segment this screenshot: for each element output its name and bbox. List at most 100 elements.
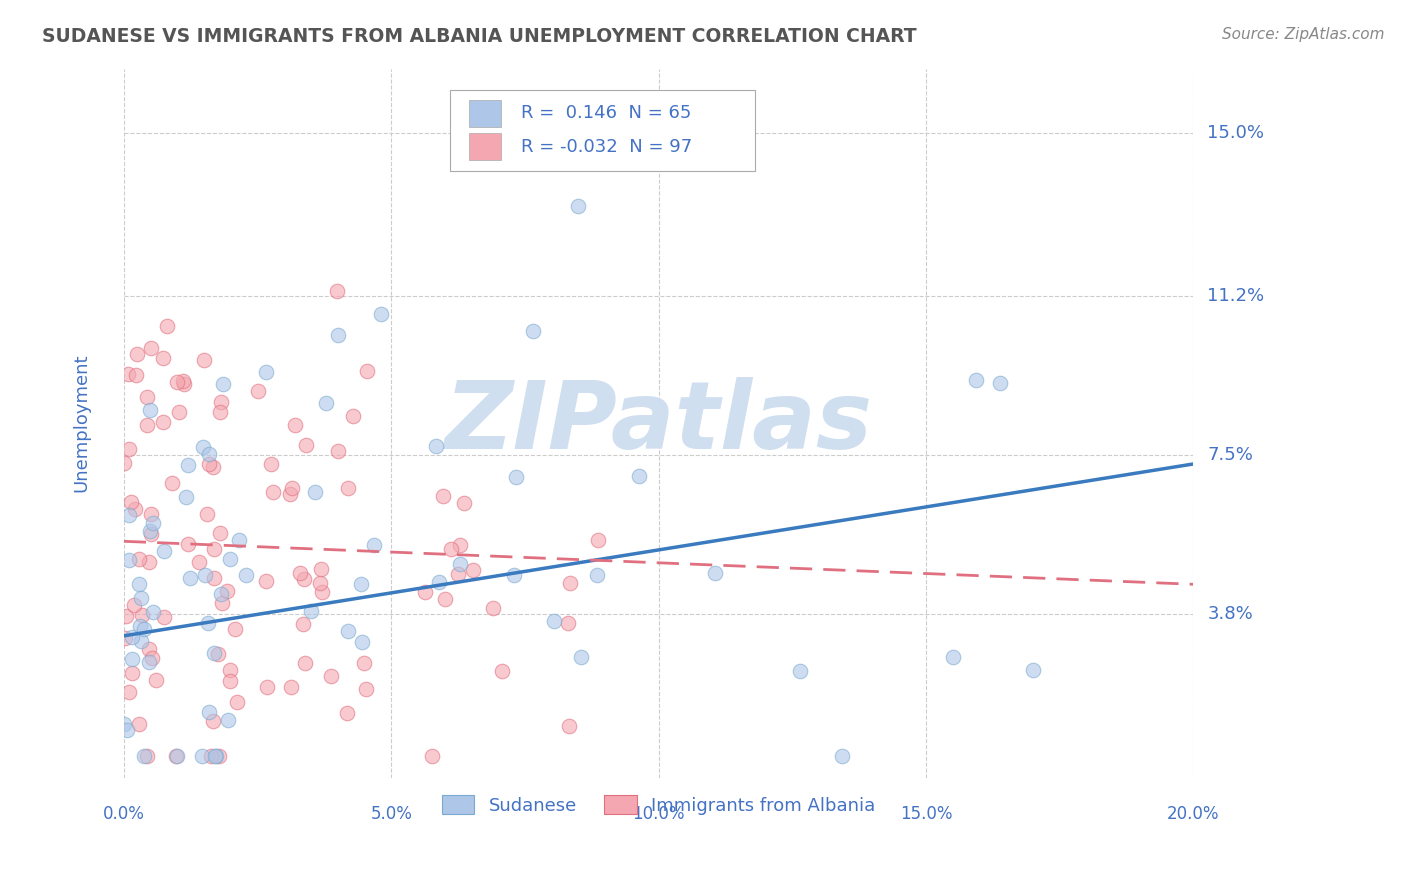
Point xyxy=(118,508,141,522)
Point xyxy=(342,409,364,424)
Point xyxy=(135,749,157,764)
Point xyxy=(138,555,160,569)
Point xyxy=(132,622,155,636)
Point xyxy=(326,328,349,343)
Point xyxy=(337,481,360,495)
Text: R =  0.146  N = 65: R = 0.146 N = 65 xyxy=(520,104,690,122)
Point xyxy=(174,491,197,505)
Point xyxy=(198,705,221,719)
Text: 15.0%: 15.0% xyxy=(900,805,952,823)
Point xyxy=(114,608,136,623)
Point xyxy=(131,608,153,623)
Point xyxy=(125,368,148,382)
Point xyxy=(145,673,167,687)
Point xyxy=(141,527,163,541)
Point xyxy=(142,516,165,531)
Point xyxy=(138,403,160,417)
Point xyxy=(326,284,349,298)
Point xyxy=(336,706,359,720)
Point xyxy=(128,717,150,731)
Point xyxy=(166,376,188,390)
Text: 15.0%: 15.0% xyxy=(1208,124,1264,142)
Point xyxy=(415,584,437,599)
Point xyxy=(201,714,224,729)
Point xyxy=(304,484,326,499)
Point xyxy=(434,592,457,607)
Point xyxy=(138,524,160,538)
Text: 5.0%: 5.0% xyxy=(370,805,412,823)
Point xyxy=(153,544,176,558)
Point xyxy=(209,587,232,601)
Point xyxy=(155,319,177,334)
Point xyxy=(278,487,301,501)
Point xyxy=(207,647,229,661)
Point xyxy=(117,367,139,381)
Point xyxy=(703,566,725,580)
Point xyxy=(212,376,235,391)
Point xyxy=(152,351,174,365)
Point xyxy=(356,364,378,378)
Point xyxy=(200,749,222,764)
Point xyxy=(139,508,162,522)
Point xyxy=(224,622,246,636)
Point xyxy=(319,669,342,683)
Point xyxy=(235,568,257,582)
Point xyxy=(177,458,200,472)
Point xyxy=(965,373,987,387)
Point xyxy=(354,681,377,696)
Point xyxy=(172,374,194,388)
Point xyxy=(503,568,526,582)
Point xyxy=(295,438,318,452)
Point xyxy=(112,456,135,470)
Point xyxy=(447,567,470,582)
Point xyxy=(202,541,225,556)
Point xyxy=(449,538,471,552)
Text: 20.0%: 20.0% xyxy=(1167,805,1219,823)
Point xyxy=(114,632,136,646)
Point xyxy=(128,618,150,632)
Point xyxy=(177,537,200,551)
Point xyxy=(432,489,454,503)
Point xyxy=(336,624,359,639)
Point xyxy=(1022,663,1045,677)
Point xyxy=(179,571,201,585)
Point xyxy=(211,596,233,610)
Point xyxy=(586,533,609,547)
Point xyxy=(139,341,162,355)
Point xyxy=(117,442,139,456)
Point xyxy=(557,615,579,630)
Text: 3.8%: 3.8% xyxy=(1208,606,1253,624)
Point xyxy=(439,541,461,556)
Point xyxy=(256,680,278,694)
Point xyxy=(136,390,159,404)
Point xyxy=(209,405,232,419)
Point xyxy=(292,572,315,586)
Point xyxy=(141,650,163,665)
Point xyxy=(166,749,188,764)
Text: Source: ZipAtlas.com: Source: ZipAtlas.com xyxy=(1222,27,1385,42)
Point xyxy=(491,664,513,678)
Point xyxy=(453,496,475,510)
Point xyxy=(558,576,581,591)
Point xyxy=(129,634,152,648)
Point xyxy=(219,551,242,566)
Point xyxy=(193,353,215,368)
Point xyxy=(219,674,242,689)
Point xyxy=(585,567,607,582)
Point xyxy=(160,475,183,490)
Point xyxy=(204,749,226,764)
Point xyxy=(193,440,215,454)
Point xyxy=(202,460,225,475)
Point xyxy=(370,306,392,320)
Point xyxy=(299,604,322,618)
Point xyxy=(246,384,269,398)
Point xyxy=(505,470,527,484)
Point xyxy=(198,457,221,471)
Point xyxy=(260,458,283,472)
Point xyxy=(204,749,226,764)
Point xyxy=(125,347,148,361)
Point xyxy=(121,631,143,645)
FancyBboxPatch shape xyxy=(450,90,755,171)
Point xyxy=(294,656,316,670)
Bar xyxy=(470,100,502,127)
